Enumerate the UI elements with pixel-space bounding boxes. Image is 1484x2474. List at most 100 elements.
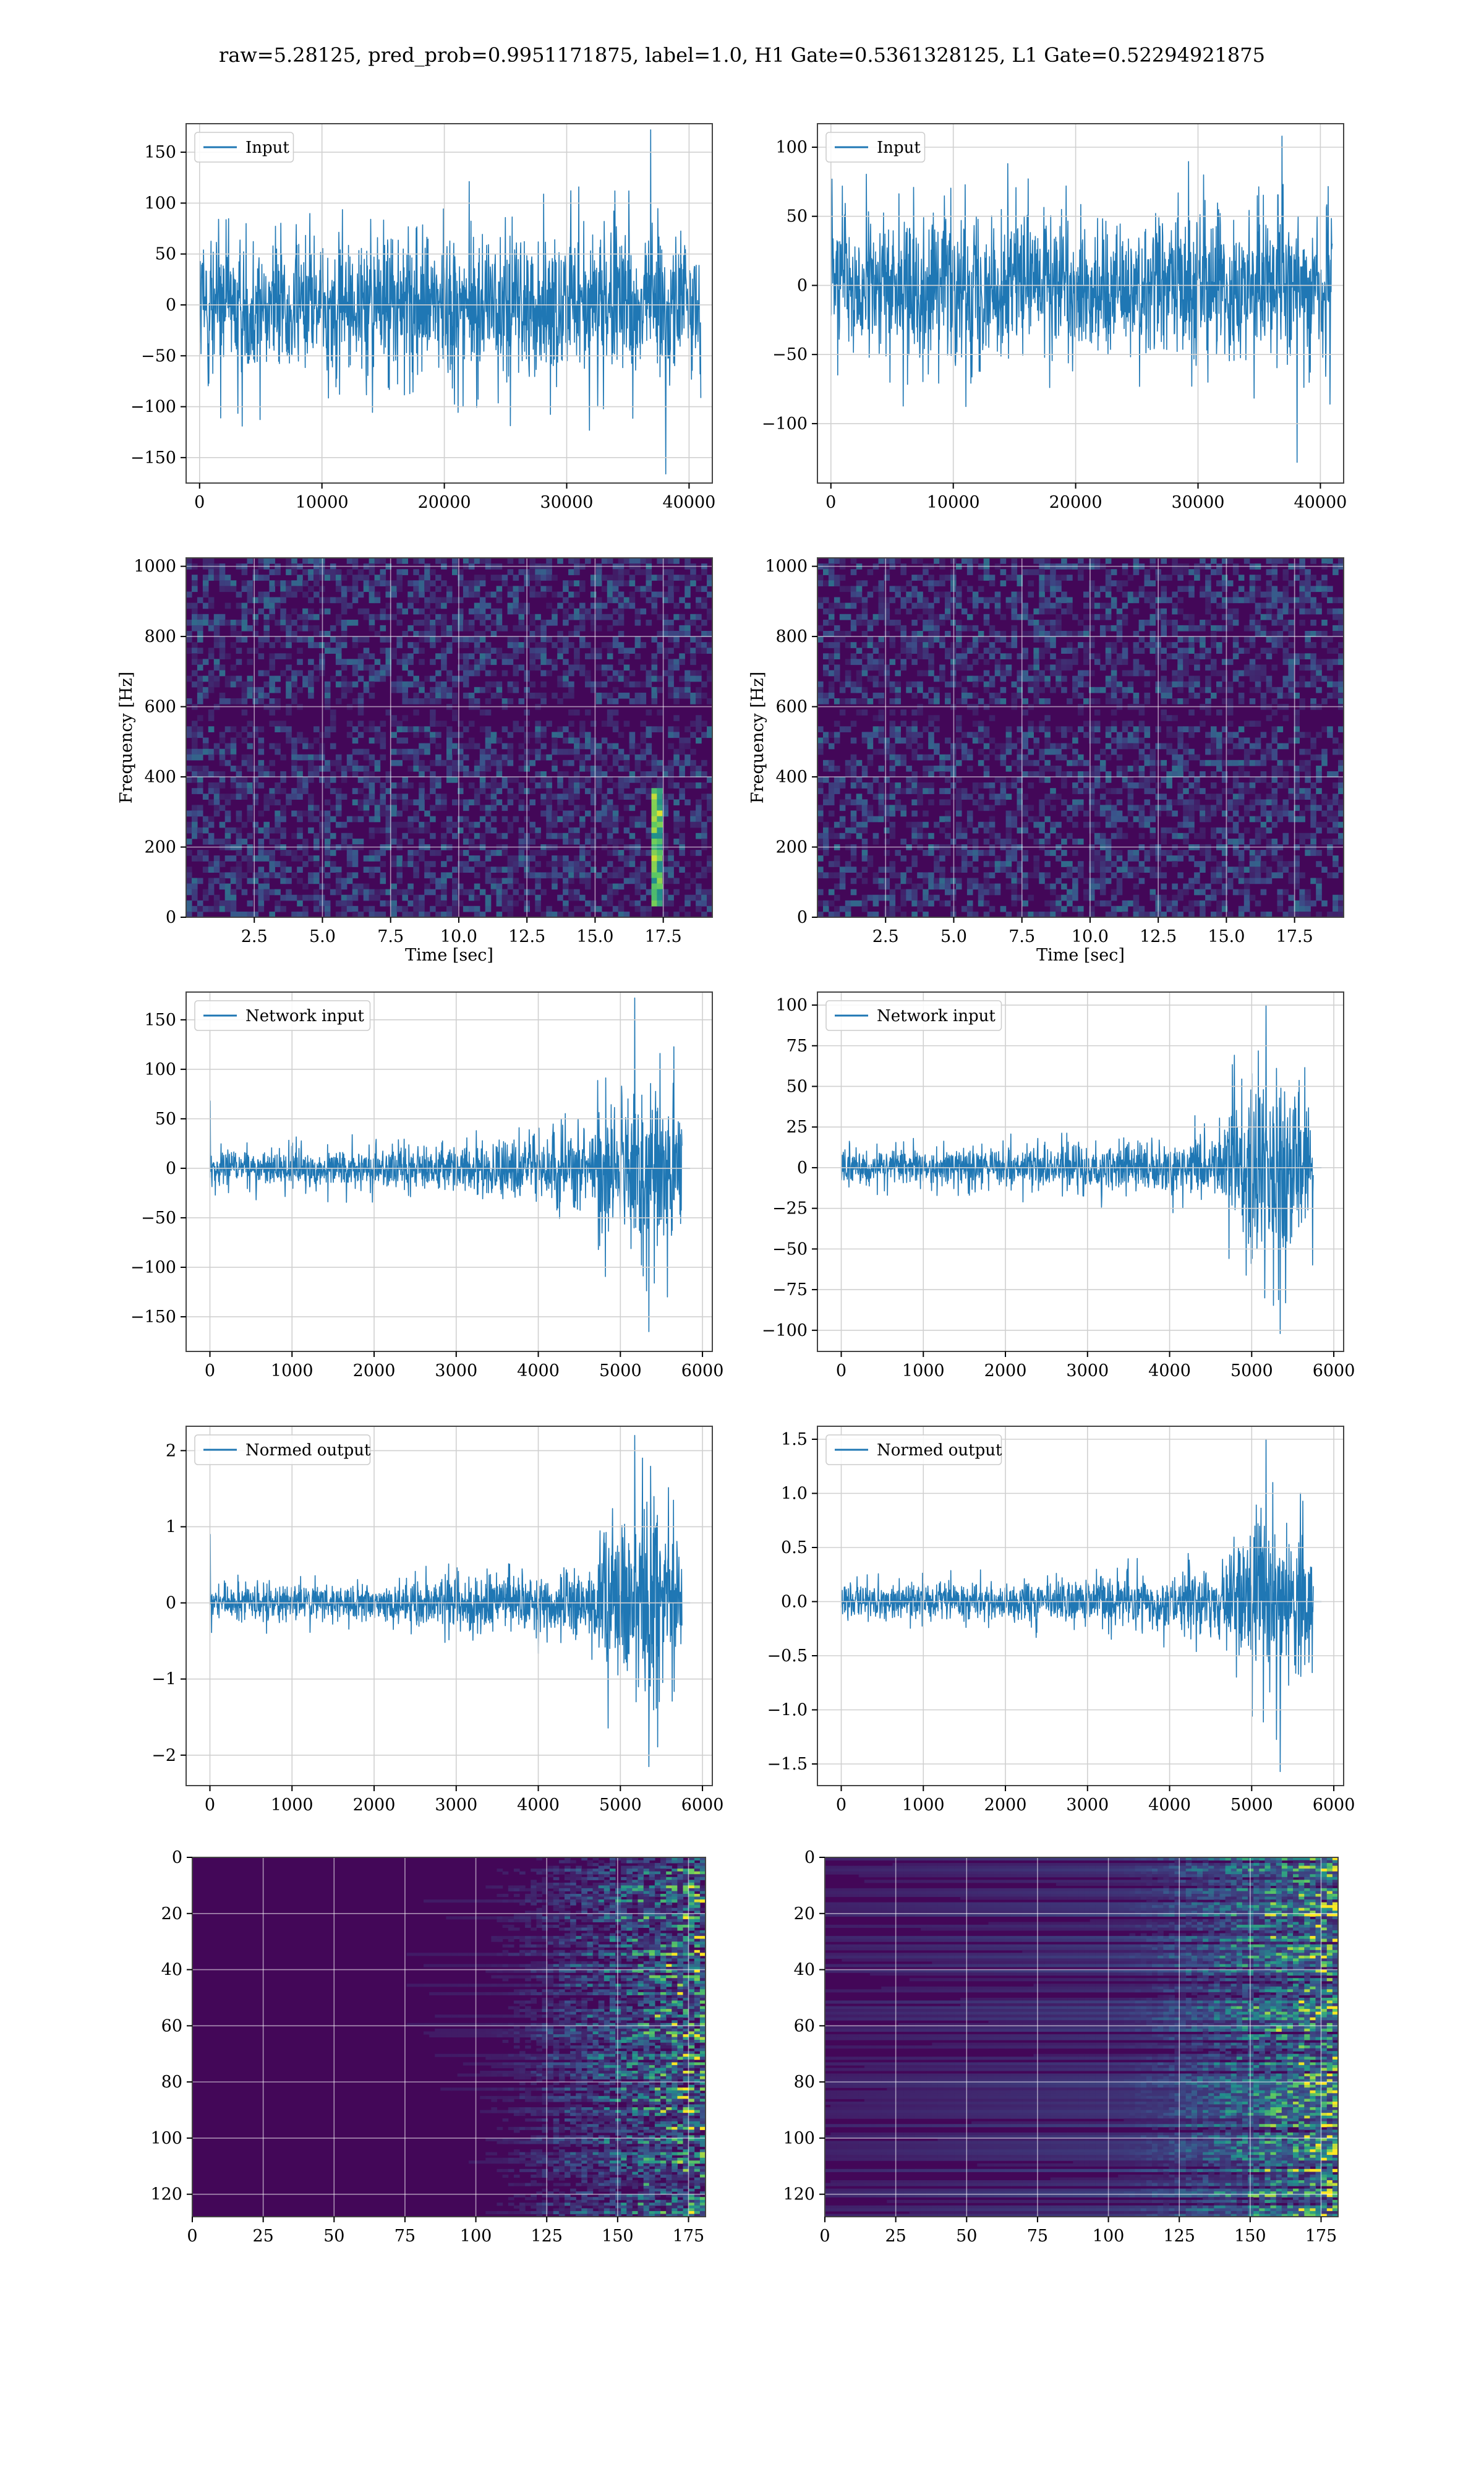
l1-network-input-ytick-label-4: 0	[797, 1158, 808, 1178]
l1-input-legend-box	[825, 132, 926, 163]
l1-normed-output-ytick-label-0: 1.5	[781, 1430, 808, 1449]
h1-spectrogram-ytick-label-1: 200	[144, 838, 176, 857]
l1-input-ytick-label-2: 0	[797, 276, 808, 295]
l1-normed-output-xtick-label-0: 0	[836, 1796, 846, 1815]
l1-feature-map-ytick-label-2: 40	[794, 1961, 815, 1980]
h1-spectrogram-xtick-label-2: 7.5	[377, 927, 404, 946]
h1-feature-map-xtick-label-1: 25	[252, 2227, 273, 2246]
h1-spectrogram-ylabel: Frequency [Hz]	[117, 672, 136, 803]
h1-input-xtick-label-1: 10000	[296, 493, 349, 512]
h1-spectrogram-xlabel: Time [sec]	[405, 946, 493, 965]
h1-spectrogram-ytick-label-2: 400	[144, 768, 176, 787]
l1-network-input-xtick-label-2: 2000	[984, 1361, 1027, 1380]
h1-normed-output-ytick-label-4: −2	[151, 1746, 176, 1765]
h1-input-legend: Input	[194, 132, 294, 163]
h1-network-input-ytick-label-1: 100	[144, 1060, 176, 1079]
h1-feature-map-ytick-label-2: 40	[161, 1961, 182, 1980]
l1-input-legend: Input	[825, 132, 926, 163]
l1-network-input-xtick-label-3: 3000	[1066, 1361, 1109, 1380]
l1-spectrogram-xlabel: Time [sec]	[1036, 946, 1125, 965]
h1-normed-output-legend-box	[194, 1434, 371, 1465]
h1-feature-map-xtick-label-0: 0	[187, 2227, 197, 2246]
h1-spectrogram-ytick-label-5: 1000	[134, 557, 176, 576]
l1-spectrogram-image	[817, 558, 1344, 917]
l1-normed-output-xtick-label-6: 6000	[1313, 1796, 1355, 1815]
h1-normed-output-legend-label: Normed output	[245, 1441, 371, 1460]
l1-normed-output-axes-frame	[817, 1426, 1344, 1786]
h1-network-input-ytick-label-0: 150	[144, 1011, 176, 1030]
l1-network-input-legend-label: Network input	[877, 1007, 996, 1025]
l1-feature-map-xtick-label-7: 175	[1305, 2227, 1337, 2246]
h1-feature-map-ytick-label-3: 60	[161, 2016, 182, 2035]
l1-feature-map-xtick-label-2: 50	[956, 2227, 977, 2246]
l1-normed-output-ytick-label-2: 0.5	[781, 1538, 808, 1557]
l1-spectrogram-xtick-label-1: 5.0	[940, 927, 967, 946]
l1-feature-map-ytick-label-0: 0	[804, 1848, 815, 1867]
l1-spectrogram-axes-frame	[817, 557, 1344, 918]
l1-network-input-ytick-label-5: −25	[772, 1199, 808, 1218]
l1-feature-map-xtick-label-3: 75	[1027, 2227, 1048, 2246]
l1-spectrogram-ytick-label-3: 600	[775, 698, 808, 717]
h1-spectrogram-xtick-label-4: 12.5	[508, 927, 545, 946]
h1-spectrogram-image	[186, 558, 712, 917]
h1-network-input-xtick-label-3: 3000	[435, 1361, 477, 1380]
h1-spectrogram-ytick-label-0: 0	[166, 908, 176, 927]
l1-network-input-ytick-label-3: 25	[787, 1118, 808, 1137]
h1-input-xtick-label-3: 30000	[540, 493, 594, 512]
h1-spectrogram-xtick-label-0: 2.5	[241, 927, 268, 946]
l1-network-input-ytick-label-8: −100	[762, 1321, 808, 1340]
h1-normed-output-xtick-label-4: 4000	[517, 1796, 560, 1815]
h1-normed-output-panel: 0 1000 2000 3000 4000 5000 6000 2 1 0 −1 −2 Normed o…	[151, 1426, 723, 1815]
l1-input-grid	[817, 124, 1344, 483]
h1-input-ytick-label-6: −150	[130, 448, 176, 468]
h1-network-input-ytick-label-4: −50	[141, 1209, 176, 1228]
l1-spectrogram-panel: 2.5 5.0 7.5 10.0 12.5 15.0 17.5 0 200 400 600 800 10…	[748, 557, 1344, 965]
l1-normed-output-ytick-label-3: 0.0	[781, 1593, 808, 1612]
h1-input-ytick-label-0: 150	[144, 143, 176, 162]
l1-spectrogram-xtick-label-0: 2.5	[872, 927, 899, 946]
l1-input-xtick-label-0: 0	[825, 493, 836, 512]
l1-normed-output-panel: 0 1000 2000 3000 4000 5000 6000 1.5 1.0 0.5 0.0 −0.…	[767, 1426, 1355, 1815]
h1-normed-output-legend: Normed output	[194, 1434, 371, 1465]
l1-feature-map-ytick-label-6: 120	[783, 2185, 815, 2204]
h1-spectrogram-xtick-label-5: 15.0	[576, 927, 613, 946]
h1-network-input-xtick-label-1: 1000	[271, 1361, 313, 1380]
h1-spectrogram-panel: 2.5 5.0 7.5 10.0 12.5 15.0 17.5 0 200 400 600 800 10…	[117, 557, 713, 965]
l1-normed-output-legend-box	[825, 1434, 1002, 1465]
h1-normed-output-xtick-label-1: 1000	[271, 1796, 313, 1815]
h1-normed-output-axes-frame	[186, 1426, 713, 1786]
h1-feature-map-ytick-label-5: 100	[150, 2129, 182, 2148]
l1-normed-output-ytick-label-1: 1.0	[781, 1484, 808, 1504]
h1-normed-output-xtick-label-2: 2000	[353, 1796, 396, 1815]
l1-network-input-xtick-label-0: 0	[836, 1361, 846, 1380]
l1-normed-output-xtick-label-1: 1000	[902, 1796, 945, 1815]
h1-feature-map-panel: 0 25 50 75 100 125 150 175 0 20 40 60 80 100 120	[150, 1848, 706, 2246]
l1-feature-map-xtick-label-0: 0	[819, 2227, 830, 2246]
l1-normed-output-ytick-label-4: −0.5	[767, 1646, 808, 1666]
l1-feature-map-xtick-label-5: 125	[1163, 2227, 1195, 2246]
h1-normed-output-ytick-label-0: 2	[166, 1441, 176, 1460]
l1-feature-map-xtick-label-6: 150	[1234, 2227, 1266, 2246]
l1-network-input-xtick-label-4: 4000	[1148, 1361, 1191, 1380]
h1-feature-map-xtick-label-2: 50	[323, 2227, 344, 2246]
h1-spectrogram-axes-frame	[186, 557, 713, 918]
l1-spectrogram-xtick-label-3: 10.0	[1072, 927, 1109, 946]
l1-normed-output-xtick-label-2: 2000	[984, 1796, 1027, 1815]
h1-spectrogram-xtick-label-6: 17.5	[645, 927, 682, 946]
h1-network-input-xtick-label-6: 6000	[681, 1361, 724, 1380]
h1-network-input-ytick-label-3: 0	[166, 1159, 176, 1178]
h1-feature-map-ytick-label-6: 120	[150, 2185, 182, 2204]
h1-network-input-xtick-label-2: 2000	[353, 1361, 396, 1380]
h1-feature-map-xtick-label-6: 150	[602, 2227, 634, 2246]
l1-feature-map-panel: 0 25 50 75 100 125 150 175 0 20 40 60 80 100 120	[783, 1848, 1339, 2246]
l1-normed-output-ytick-label-5: −1.0	[767, 1701, 808, 1720]
l1-normed-output-legend-label: Normed output	[877, 1441, 1002, 1460]
l1-feature-map-ytick-label-5: 100	[783, 2129, 815, 2148]
figure-title: raw=5.28125, pred_prob=0.9951171875, lab…	[219, 43, 1265, 67]
h1-spectrogram-xtick-label-1: 5.0	[309, 927, 336, 946]
h1-input-grid	[186, 124, 712, 483]
h1-normed-output-xtick-label-0: 0	[205, 1796, 215, 1815]
h1-network-input-xtick-label-4: 4000	[517, 1361, 560, 1380]
l1-spectrogram-xtick-label-2: 7.5	[1009, 927, 1035, 946]
l1-normed-output-xtick-label-3: 3000	[1066, 1796, 1109, 1815]
